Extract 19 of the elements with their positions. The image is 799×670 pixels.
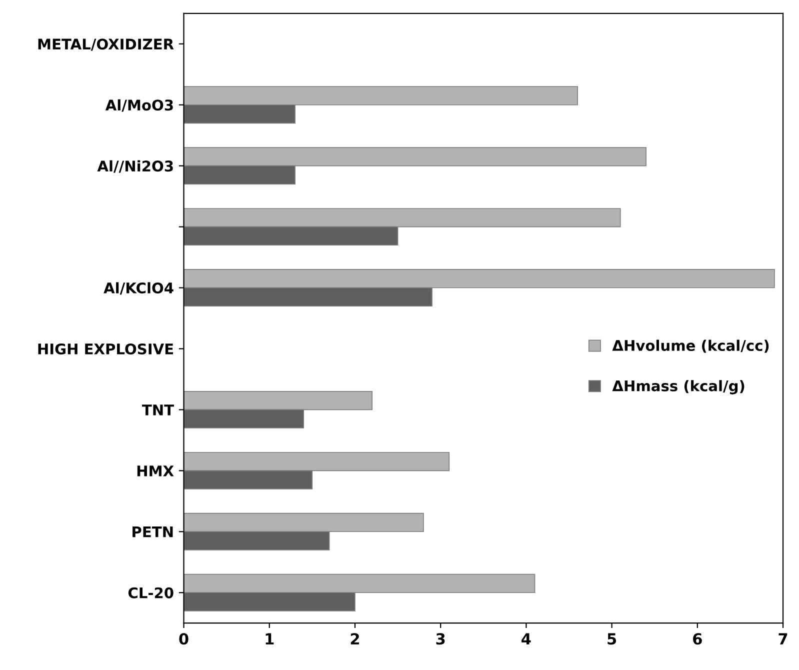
legend-label: ΔHmass (kcal/g): [612, 380, 744, 394]
y-tick-label: TNT: [142, 404, 174, 416]
y-tick-label: METAL/OXIDIZER: [38, 38, 174, 51]
x-tick-label: 5: [608, 633, 616, 645]
x-tick-label: 2: [350, 633, 359, 644]
y-tick-label: Al//Ni2O3: [97, 160, 173, 173]
x-tick-label: 3: [436, 633, 445, 645]
y-tick-label: Al/KClO4: [104, 282, 174, 295]
y-tick-label: HMX: [137, 466, 174, 476]
x-tick-label: 6: [693, 633, 702, 645]
x-tick-label: 1: [266, 633, 274, 644]
y-tick-label: PETN: [132, 526, 173, 538]
legend-label: ΔHvolume (kcal/cc): [612, 340, 769, 353]
x-tick-label: 4: [522, 633, 531, 644]
y-tick-label: Al/MoO3: [105, 99, 173, 112]
y-tick-label: CL-20: [128, 587, 174, 598]
x-tick-label: 0: [179, 633, 188, 645]
y-tick-label: HIGH EXPLOSIVE: [38, 343, 173, 354]
x-tick-label: 7: [778, 633, 788, 644]
